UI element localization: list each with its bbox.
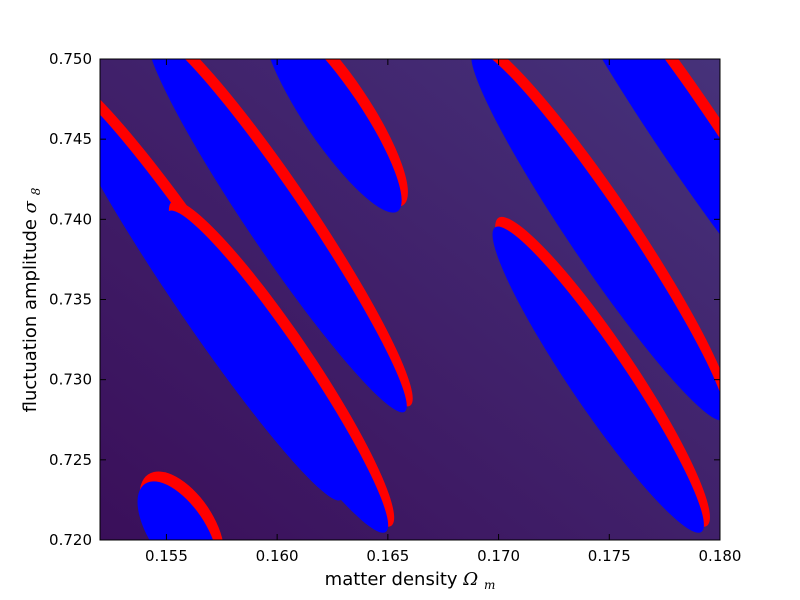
x-tick-label: 0.175	[588, 547, 631, 565]
blue-region	[471, 59, 720, 421]
blue-region	[137, 481, 218, 540]
x-tick-label: 0.155	[145, 547, 188, 565]
blue-region	[147, 59, 407, 413]
y-tick-label: 0.745	[49, 130, 92, 148]
confidence-region	[471, 59, 720, 421]
y-tick-label: 0.740	[49, 210, 92, 228]
y-axis-ticks: 0.720 0.725 0.730 0.735 0.740 0.745 0.750	[49, 50, 720, 549]
blue-region	[166, 210, 389, 533]
confidence-region	[538, 59, 720, 357]
x-tick-label: 0.180	[699, 547, 742, 565]
y-tick-label: 0.730	[49, 371, 92, 389]
y-tick-label: 0.725	[49, 451, 92, 469]
confidence-region	[166, 200, 395, 533]
x-axis-ticks: 0.155 0.160 0.165 0.170 0.175 0.180	[145, 59, 742, 565]
y-axis-title-symbol: σ	[20, 200, 41, 213]
confidence-region	[492, 216, 710, 533]
x-axis-title: matter density Ω m	[325, 569, 496, 592]
confidence-region	[263, 59, 408, 213]
confidence-region	[137, 471, 225, 540]
blue-region	[263, 59, 402, 213]
x-tick-label: 0.165	[366, 547, 409, 565]
y-axis-title-text: fluctuation amplitude	[20, 219, 41, 412]
x-axis-title-subscript: m	[484, 578, 495, 592]
blue-region	[538, 59, 720, 357]
y-tick-label: 0.735	[49, 291, 92, 309]
confidence-region	[147, 59, 413, 413]
y-tick-label: 0.720	[49, 531, 92, 549]
x-axis-title-text: matter density	[325, 569, 458, 590]
x-axis-title-symbol: Ω	[462, 569, 478, 590]
y-tick-label: 0.750	[49, 50, 92, 68]
x-tick-label: 0.170	[477, 547, 520, 565]
y-axis-title-subscript: 8	[29, 187, 43, 195]
x-tick-label: 0.160	[256, 547, 299, 565]
y-axis-title: fluctuation amplitude σ 8	[20, 187, 43, 412]
blue-region	[492, 226, 704, 533]
confidence-regions	[100, 59, 720, 540]
